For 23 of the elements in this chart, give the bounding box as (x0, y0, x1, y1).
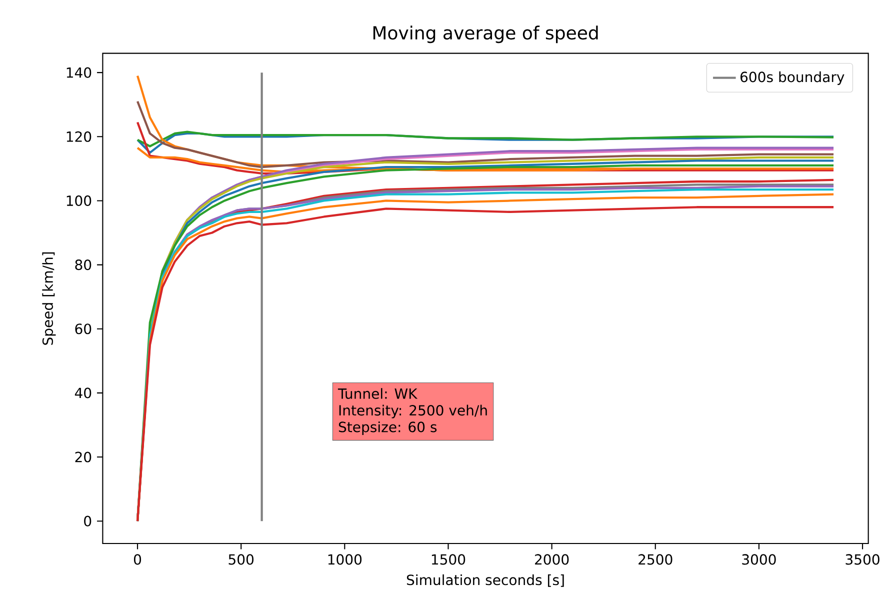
annotation: Intensity: 2500 veh/h (339, 404, 487, 418)
x-tick-label: 3500 (846, 554, 880, 565)
y-tick-label: 80 (75, 259, 92, 270)
x-tick-label: 1000 (328, 554, 362, 565)
x-tick-label: 2000 (535, 554, 569, 565)
y-tick-label: 0 (84, 516, 92, 526)
x-tick-label: 500 (228, 554, 254, 565)
legend-label: 600s boundary (740, 71, 844, 85)
x-tick-label: 1500 (432, 554, 466, 565)
annotation: Tunnel: WK (338, 388, 418, 399)
y-tick-label: 60 (75, 323, 92, 334)
y-axis-title: Speed [km/h] (42, 252, 56, 345)
y-tick-label: 40 (74, 388, 92, 398)
y-tick-label: 20 (75, 452, 92, 462)
x-axis-title: Simulation seconds [s] (406, 574, 564, 587)
x-tick-label: 0 (134, 554, 142, 565)
y-tick-label: 100 (66, 195, 92, 206)
annotation: Stepsize: 60 s (338, 421, 437, 435)
y-tick-label: 120 (66, 131, 92, 142)
y-tick-label: 140 (66, 67, 92, 78)
x-tick-label: 3000 (742, 554, 776, 565)
x-tick-label: 2500 (638, 554, 672, 565)
chart-title: Moving average of speed (373, 26, 598, 43)
